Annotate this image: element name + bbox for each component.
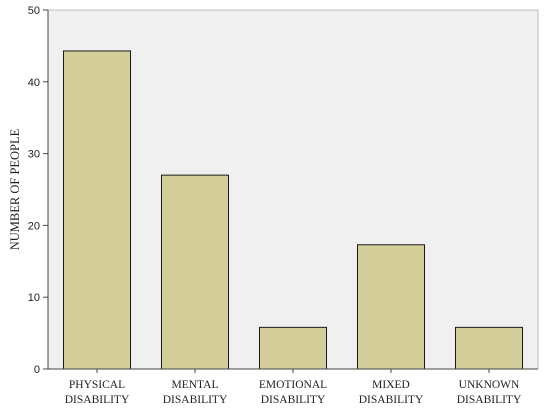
x-category-label: PHYSICAL DISABILITY: [65, 379, 130, 406]
y-tick-label: 0: [34, 364, 40, 376]
y-tick-label: 50: [28, 5, 40, 17]
bar-3: [357, 244, 425, 370]
y-ticks-group: 0 10 20 30 40 50: [28, 5, 48, 376]
x-category-label: MENTAL DISABILITY: [163, 379, 228, 406]
y-tick-label: 30: [28, 149, 40, 161]
bar-0: [63, 50, 131, 370]
x-labels-group: PHYSICAL DISABILITY MENTAL DISABILITY EMOTIO…: [65, 369, 522, 406]
y-axis-title: NUMBER OF PEOPLE: [8, 128, 22, 250]
x-category-label: UNKNOWN DISABILITY: [457, 379, 522, 406]
x-category-label: MIXED DISABILITY: [359, 379, 424, 406]
bar-2: [259, 326, 327, 370]
bars-group: [63, 50, 523, 370]
bar-4: [455, 326, 523, 370]
y-tick-label: 40: [28, 77, 40, 89]
x-category-label: EMOTIONAL DISABILITY: [259, 379, 327, 406]
y-tick-label: 20: [28, 220, 40, 232]
bar-1: [161, 174, 229, 370]
y-tick-label: 10: [28, 292, 40, 304]
